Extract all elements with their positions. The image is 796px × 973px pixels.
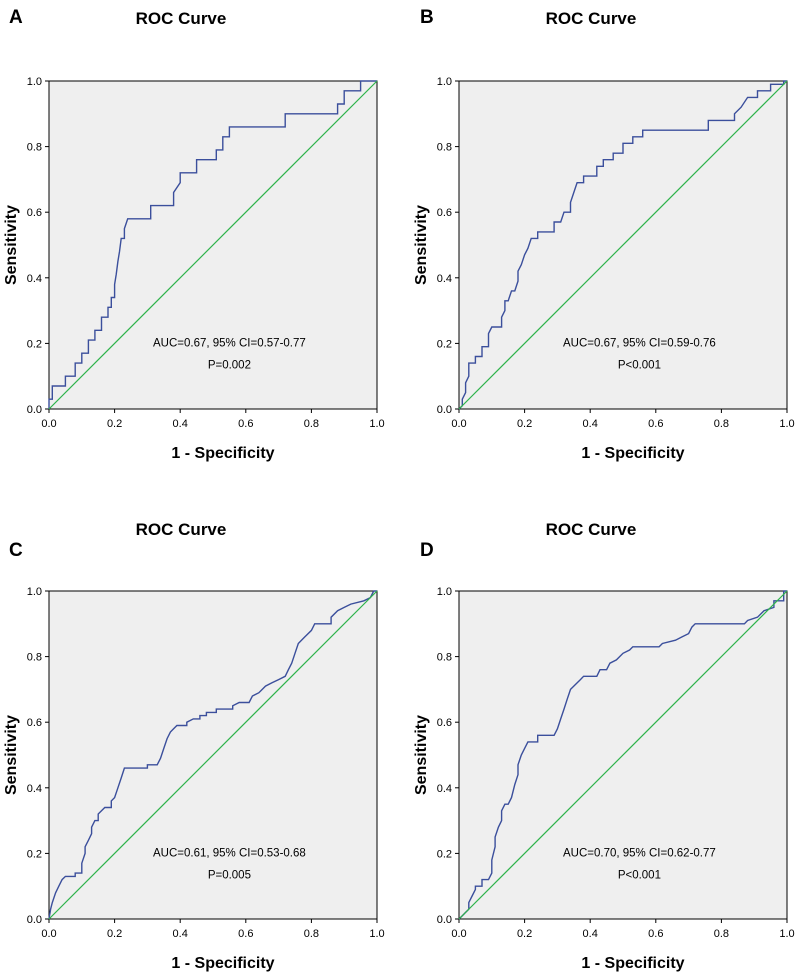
reference-line [48, 590, 378, 920]
x-tick-label: 1.0 [779, 928, 794, 940]
x-tick-label: 0.4 [583, 418, 598, 430]
x-axis-label: 1 - Specificity [581, 955, 684, 972]
y-axis-label: Sensitivity [3, 205, 20, 285]
roc-panel-d: D ROC Curve 0.0 0.2 0.4 0.6 0.8 1.0 0.0 0.2 0.4 0.6… [413, 520, 795, 972]
y-tick-label: 0.6 [437, 207, 452, 219]
y-axis-label: Sensitivity [3, 715, 20, 795]
y-tick-label: 0.0 [27, 404, 42, 416]
x-axis-label: 1 - Specificity [581, 445, 684, 462]
x-tick-label: 1.0 [779, 418, 794, 430]
chart-title: ROC Curve [546, 9, 637, 28]
roc-panel-c: C ROC Curve 0.0 0.2 0.4 0.6 0.8 1.0 0.0 0.2 0.4 0.6… [3, 520, 385, 972]
y-tick-label: 1.0 [437, 76, 452, 88]
p-value-annotation: P=0.002 [208, 360, 251, 372]
p-value-annotation: P<0.001 [618, 870, 661, 882]
panel-letter: D [420, 540, 434, 561]
x-tick-label: 0.8 [304, 418, 319, 430]
chart-title: ROC Curve [546, 520, 637, 539]
x-tick-label: 0.0 [41, 418, 56, 430]
y-tick-label: 0.6 [27, 717, 42, 729]
y-tick-label: 0.2 [27, 848, 42, 860]
panel-letter: A [9, 7, 23, 28]
y-tick-label: 0.6 [437, 717, 452, 729]
y-tick-label: 0.0 [437, 404, 452, 416]
x-tick-label: 0.6 [648, 418, 663, 430]
roc-curve-line [458, 80, 787, 410]
x-tick-label: 0.2 [517, 418, 532, 430]
x-tick-label: 0.6 [648, 928, 663, 940]
auc-annotation: AUC=0.70, 95% CI=0.62-0.77 [563, 848, 716, 860]
auc-annotation: AUC=0.67, 95% CI=0.57-0.77 [153, 338, 306, 350]
y-axis-label: Sensitivity [413, 205, 430, 285]
y-tick-label: 0.0 [437, 914, 452, 926]
y-tick-label: 0.8 [27, 142, 42, 154]
roc-curve-line [48, 80, 377, 409]
x-tick-label: 0.2 [107, 418, 122, 430]
roc-curve-line [48, 590, 377, 920]
y-tick-label: 0.0 [27, 914, 42, 926]
y-tick-label: 0.2 [437, 338, 452, 350]
roc-panel-a: A ROC Curve 0.0 0.2 0.4 0.6 0.8 1.0 0.0 0.2 0.4 0.6… [3, 7, 385, 462]
x-tick-label: 0.0 [451, 928, 466, 940]
y-tick-label: 1.0 [27, 76, 42, 88]
roc-curve-line [458, 590, 787, 920]
x-tick-label: 0.8 [714, 418, 729, 430]
y-tick-label: 0.4 [27, 273, 42, 285]
x-tick-label: 0.2 [517, 928, 532, 940]
x-tick-label: 0.0 [451, 418, 466, 430]
y-tick-label: 0.2 [437, 848, 452, 860]
panel-letter: B [420, 7, 434, 28]
x-tick-label: 1.0 [369, 928, 384, 940]
x-tick-label: 0.4 [173, 928, 188, 940]
chart-title: ROC Curve [136, 520, 227, 539]
auc-annotation: AUC=0.67, 95% CI=0.59-0.76 [563, 338, 716, 350]
y-tick-label: 0.4 [437, 273, 452, 285]
y-tick-label: 1.0 [27, 586, 42, 598]
x-tick-label: 1.0 [369, 418, 384, 430]
y-tick-label: 0.4 [27, 783, 42, 795]
y-tick-label: 0.8 [27, 652, 42, 664]
x-axis-label: 1 - Specificity [171, 955, 274, 972]
panel-letter: C [9, 540, 23, 561]
reference-line [458, 590, 788, 920]
chart-title: ROC Curve [136, 9, 227, 28]
roc-panel-b: B ROC Curve 0.0 0.2 0.4 0.6 0.8 1.0 0.0 0.2 0.4 0.6… [413, 7, 795, 462]
reference-line [48, 80, 378, 410]
x-tick-label: 0.6 [238, 928, 253, 940]
y-tick-label: 1.0 [437, 586, 452, 598]
y-tick-label: 0.2 [27, 338, 42, 350]
p-value-annotation: P<0.001 [618, 360, 661, 372]
x-axis-label: 1 - Specificity [171, 445, 274, 462]
x-tick-label: 0.8 [714, 928, 729, 940]
x-tick-label: 0.4 [173, 418, 188, 430]
y-tick-label: 0.4 [437, 783, 452, 795]
x-tick-label: 0.0 [41, 928, 56, 940]
x-tick-label: 0.4 [583, 928, 598, 940]
x-tick-label: 0.8 [304, 928, 319, 940]
y-tick-label: 0.8 [437, 142, 452, 154]
y-axis-label: Sensitivity [413, 715, 430, 795]
x-tick-label: 0.2 [107, 928, 122, 940]
x-tick-label: 0.6 [238, 418, 253, 430]
reference-line [458, 80, 788, 410]
y-tick-label: 0.6 [27, 207, 42, 219]
y-tick-label: 0.8 [437, 652, 452, 664]
auc-annotation: AUC=0.61, 95% CI=0.53-0.68 [153, 848, 306, 860]
p-value-annotation: P=0.005 [208, 870, 251, 882]
